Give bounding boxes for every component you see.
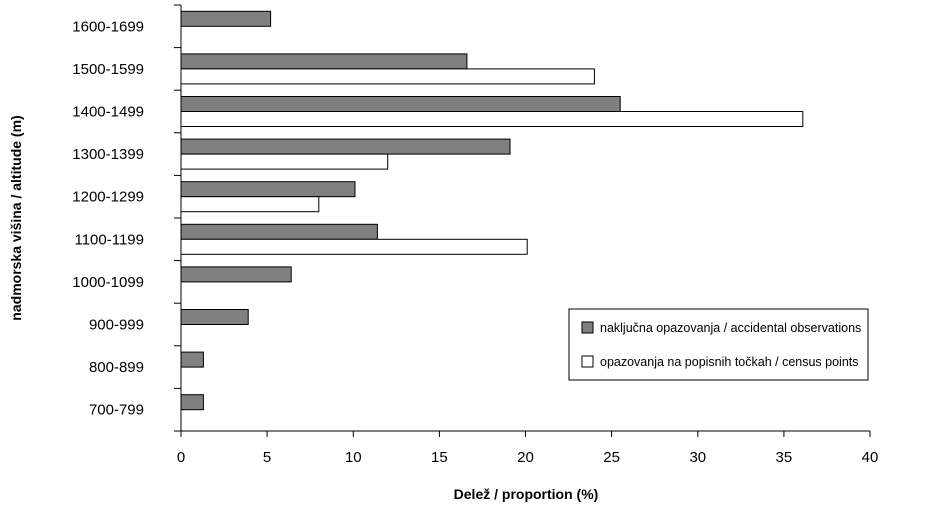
y-tick-label: 1500-1599 [72, 61, 144, 78]
bar-s0-800-899 [180, 351, 204, 368]
bar-s0-1400-1499 [180, 96, 621, 112]
y-tick-label: 1600-1699 [72, 18, 144, 35]
bar-s1-1100-1199 [180, 238, 528, 255]
x-tick-label: 30 [689, 449, 706, 466]
x-tick-label: 40 [862, 449, 879, 466]
x-tick-label: 20 [517, 449, 534, 466]
legend-box [568, 308, 869, 381]
legend-label-accidental: naključna opazovanja / accidental observ… [600, 321, 861, 335]
x-tick-label: 35 [776, 449, 793, 466]
y-tick-label: 1400-1499 [72, 104, 144, 121]
bar-s0-1500-1599 [180, 53, 468, 70]
bar-s1-1300-1399 [180, 153, 389, 170]
bar-s0-1200-1299 [180, 181, 356, 198]
x-tick-group: 0 5 10 15 20 25 30 35 40 [177, 431, 879, 466]
y-tick-label: 700-799 [89, 402, 144, 419]
x-tick-label: 25 [603, 449, 620, 466]
bar-s0-900-999 [180, 309, 249, 325]
x-tick-label: 10 [345, 449, 362, 466]
bar-s0-700-799 [180, 394, 204, 411]
x-tick-label: 0 [177, 449, 185, 466]
x-axis-title: Delež / proportion (%) [454, 486, 599, 502]
bar-s1-1200-1299 [180, 196, 320, 213]
bar-s0-1100-1199 [180, 223, 378, 240]
x-tick-label: 5 [263, 449, 271, 466]
y-tick-label: 800-899 [89, 359, 144, 376]
bar-s0-1000-1099 [180, 266, 292, 283]
y-tick-label: 1000-1099 [72, 274, 144, 291]
bar-s1-1400-1499 [180, 111, 804, 127]
legend: naključna opazovanja / accidental observ… [568, 308, 869, 381]
legend-swatch-census [581, 355, 594, 368]
x-tick-label: 15 [431, 449, 448, 466]
y-tick-label: 1200-1299 [72, 189, 144, 206]
legend-swatch-accidental [581, 321, 594, 334]
y-tick-label: 900-999 [89, 317, 144, 334]
y-tick-label: 1300-1399 [72, 146, 144, 163]
bar-s0-1300-1399 [180, 138, 511, 155]
y-tick-label: 1100-1199 [74, 231, 144, 248]
legend-label-census: opazovanja na popisnih točkah / census p… [600, 355, 859, 369]
y-axis-title: nadmorska višina / altitude (m) [8, 115, 24, 320]
y-tick-group: 1600-1699 1500-1599 1400-1499 1300-1399 1200… [72, 4, 181, 432]
bar-s1-1500-1599 [180, 68, 595, 85]
bar-s0-1600-1699 [180, 10, 272, 27]
